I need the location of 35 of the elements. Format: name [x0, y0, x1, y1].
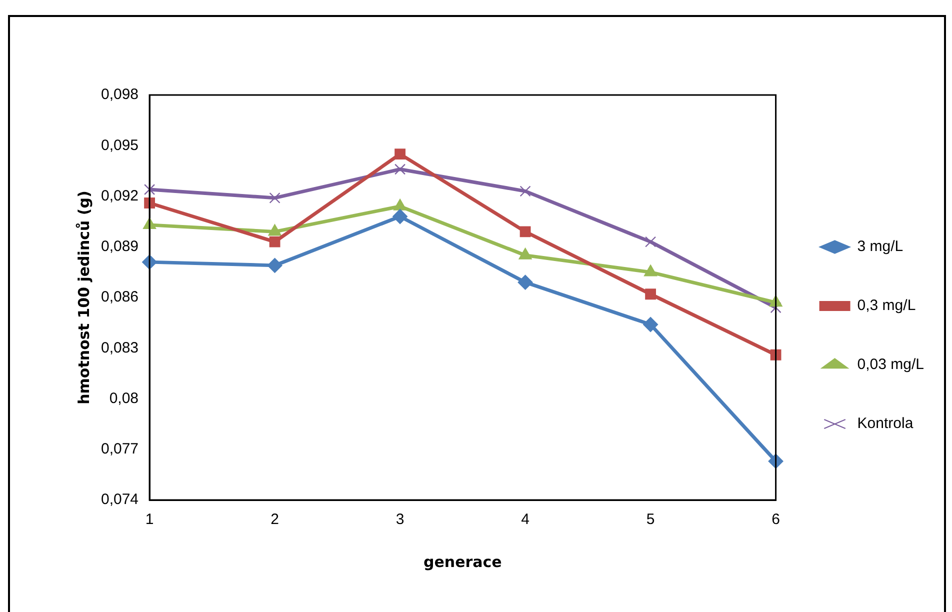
- point: [392, 209, 408, 224]
- y-axis-title: hmotnost 100 jedinců (g): [74, 190, 93, 404]
- x-tick-label: 3: [396, 511, 404, 528]
- y-tick-label: 0,077: [100, 440, 139, 458]
- x-tick-label: 2: [270, 511, 279, 528]
- point: [518, 274, 533, 290]
- point: [520, 186, 531, 197]
- point: [394, 148, 406, 160]
- point: [269, 236, 280, 248]
- y-tick-label: 0,095: [100, 136, 139, 154]
- y-tick-label: 0,089: [100, 238, 139, 256]
- y-tick-label: 0,098: [100, 86, 139, 104]
- legend-label: 3 mg/L: [857, 238, 904, 256]
- point: [645, 288, 656, 300]
- point: [267, 258, 282, 273]
- point: [643, 317, 658, 332]
- x-tick-label: 4: [521, 511, 530, 528]
- point: [644, 236, 656, 248]
- legend-label: 0,03 mg/L: [857, 356, 924, 374]
- y-tick-label: 0,08: [109, 390, 139, 407]
- x-tick-label: 1: [145, 511, 154, 528]
- point: [520, 226, 531, 238]
- y-tick-label: 0,074: [100, 491, 139, 508]
- y-tick-label: 0,092: [100, 187, 139, 204]
- x-axis-title: generace: [423, 552, 502, 571]
- point: [770, 302, 782, 314]
- point: [269, 192, 280, 204]
- point: [144, 184, 156, 196]
- point: [394, 164, 406, 175]
- x-tick-label: 5: [646, 511, 655, 528]
- legend-label: 0,3 mg/L: [857, 297, 916, 314]
- y-tick-label: 0,086: [100, 288, 139, 306]
- x-tick-label: 6: [772, 511, 780, 528]
- y-tick-label: 0,083: [100, 339, 139, 356]
- legend-label: Kontrola: [857, 415, 914, 432]
